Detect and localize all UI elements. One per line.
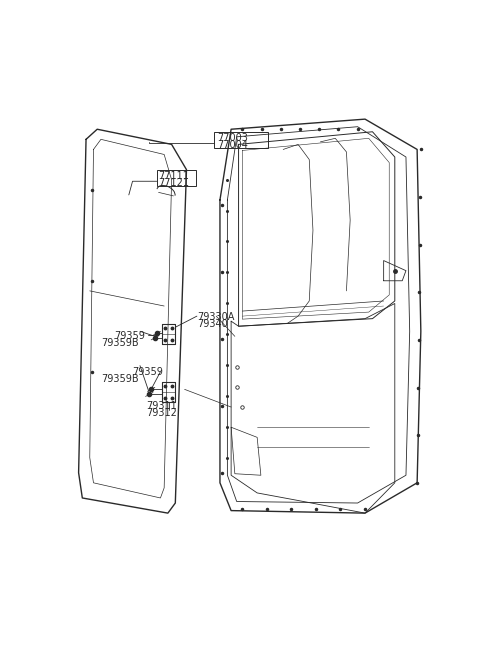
Text: 79340: 79340: [198, 319, 228, 329]
Text: 79330A: 79330A: [198, 312, 235, 322]
Text: 79312: 79312: [147, 408, 178, 418]
Text: 79311: 79311: [147, 401, 178, 411]
Text: 79359: 79359: [114, 331, 145, 341]
Text: 77111: 77111: [158, 171, 189, 180]
Text: 77004: 77004: [217, 140, 248, 150]
Text: 77121: 77121: [158, 178, 189, 188]
Text: 77003: 77003: [217, 133, 248, 143]
Text: 79359: 79359: [132, 367, 163, 377]
Bar: [215, 132, 268, 148]
Text: 79359B: 79359B: [102, 338, 139, 348]
Text: 79359B: 79359B: [102, 374, 139, 384]
Bar: [156, 170, 196, 186]
